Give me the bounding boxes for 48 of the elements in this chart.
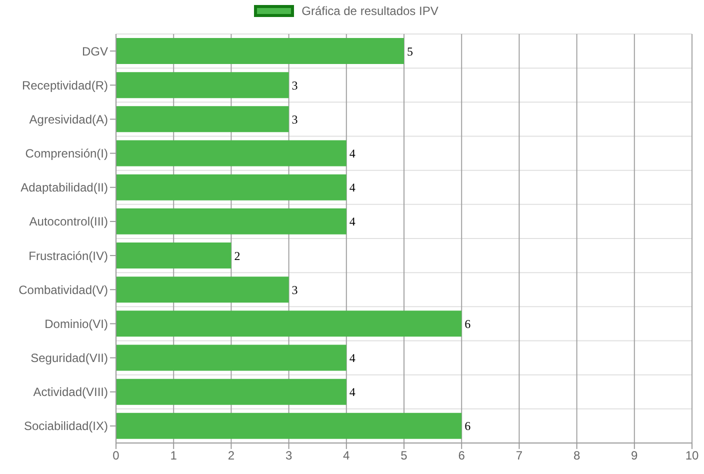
bar: [116, 106, 289, 132]
data-label: 5: [407, 44, 413, 58]
bar: [116, 276, 289, 303]
x-tick-label: 5: [400, 448, 408, 463]
data-label: 4: [349, 385, 356, 400]
y-tick-label: Frustración(IV): [28, 248, 108, 263]
y-tick-label: Seguridad(VII): [30, 351, 108, 366]
y-tick-label: Sociabilidad(IX): [24, 419, 108, 434]
x-tick-label: 7: [516, 448, 523, 463]
bar: [116, 378, 346, 405]
y-tick-label: Dominio(VI): [44, 316, 108, 331]
y-tick-label: Adaptabilidad(II): [20, 180, 108, 195]
x-tick-label: 10: [685, 448, 699, 463]
x-tick-label: 0: [112, 448, 120, 463]
bar: [116, 412, 462, 439]
data-label: 3: [292, 282, 298, 297]
y-tick-label: Autocontrol(III): [29, 214, 108, 229]
x-tick-label: 1: [170, 448, 178, 463]
data-label: 4: [349, 180, 356, 195]
y-tick-label: Combatividad(V): [18, 282, 108, 297]
y-tick-label: DGV: [82, 44, 108, 58]
data-label: 4: [349, 146, 356, 161]
bar: [116, 344, 346, 371]
data-label: 6: [464, 419, 471, 434]
data-label: 6: [464, 316, 471, 331]
y-tick-label: Actividad(VIII): [33, 385, 108, 400]
y-tick-label: Comprensión(I): [25, 146, 108, 161]
data-label: 4: [349, 214, 356, 229]
x-tick-label: 2: [228, 448, 235, 463]
data-label: 3: [292, 112, 298, 126]
bar: [116, 72, 289, 98]
x-tick-label: 3: [285, 448, 292, 463]
bar: [116, 174, 346, 200]
x-tick-label: 4: [343, 448, 350, 463]
y-tick-label: Receptividad(R): [22, 78, 108, 92]
bar: [116, 242, 232, 268]
bar: [116, 140, 346, 166]
data-label: 4: [349, 351, 356, 366]
bar: [116, 208, 346, 234]
bar: [116, 310, 462, 337]
x-tick-label: 9: [631, 448, 638, 463]
bar: [116, 38, 404, 64]
y-tick-label: Agresividad(A): [29, 112, 108, 126]
data-label: 3: [292, 78, 298, 92]
x-tick-label: 6: [458, 448, 466, 463]
data-label: 2: [234, 248, 240, 263]
x-tick-label: 8: [573, 448, 580, 463]
legend-label: Gráfica de resultados IPV: [302, 4, 438, 18]
